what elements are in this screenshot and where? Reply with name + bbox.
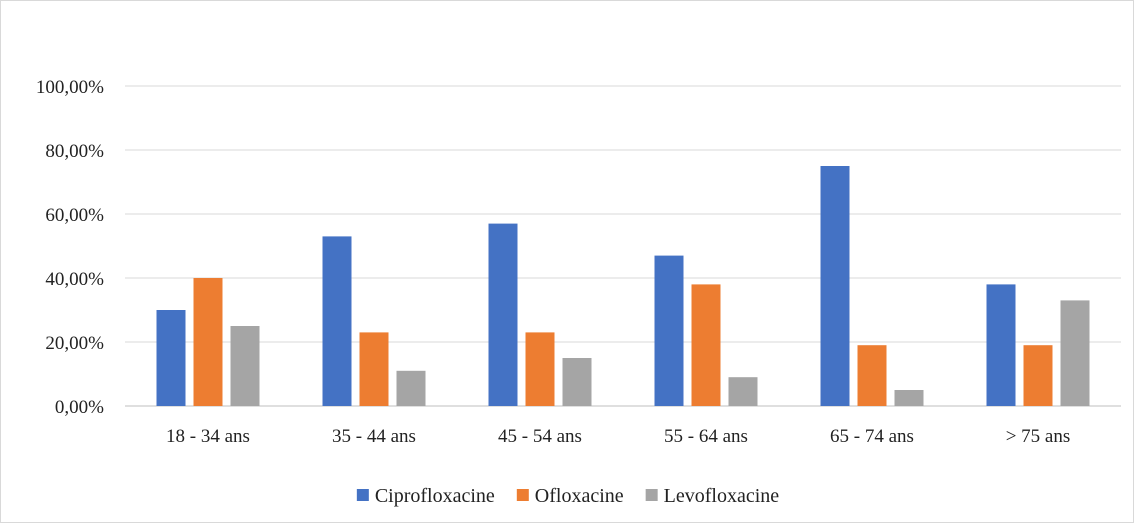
bar-ofloxacine-1	[194, 278, 223, 406]
bar-ofloxacine-6	[1024, 345, 1053, 406]
gridlines	[125, 86, 1121, 406]
bar-ciprofloxacine-6	[987, 284, 1016, 406]
legend-label-ciprofloxacine: Ciprofloxacine	[375, 485, 495, 507]
bar-levofloxacine-6	[1061, 300, 1090, 406]
legend-label-ofloxacine: Ofloxacine	[535, 485, 624, 507]
bar-levofloxacine-1	[231, 326, 260, 406]
x-tick-label: 65 - 74 ans	[830, 426, 914, 447]
bar-levofloxacine-5	[895, 390, 924, 406]
y-tick-label: 20,00%	[45, 333, 104, 354]
y-tick-label: 60,00%	[45, 205, 104, 226]
bar-ofloxacine-3	[526, 332, 555, 406]
x-tick-label: > 75 ans	[1006, 426, 1071, 447]
bars	[157, 166, 1090, 406]
legend-swatch-ofloxacine	[517, 489, 529, 501]
legend: Ciprofloxacine Ofloxacine Levofloxacine	[357, 485, 779, 507]
x-tick-label: 55 - 64 ans	[664, 426, 748, 447]
x-tick-label: 35 - 44 ans	[332, 426, 416, 447]
y-tick-label: 100,00%	[36, 77, 104, 98]
bar-ciprofloxacine-5	[821, 166, 850, 406]
y-tick-label: 80,00%	[45, 141, 104, 162]
bar-ofloxacine-2	[360, 332, 389, 406]
x-tick-label: 45 - 54 ans	[498, 426, 582, 447]
bar-levofloxacine-3	[563, 358, 592, 406]
legend-label-levofloxacine: Levofloxacine	[664, 485, 780, 507]
legend-swatch-levofloxacine	[646, 489, 658, 501]
bar-ciprofloxacine-1	[157, 310, 186, 406]
bar-ciprofloxacine-4	[655, 256, 684, 406]
y-tick-label: 40,00%	[45, 269, 104, 290]
x-tick-label: 18 - 34 ans	[166, 426, 250, 447]
bar-ciprofloxacine-2	[323, 236, 352, 406]
bar-ciprofloxacine-3	[489, 224, 518, 406]
y-tick-label: 0,00%	[55, 397, 104, 418]
legend-swatch-ciprofloxacine	[357, 489, 369, 501]
bar-levofloxacine-2	[397, 371, 426, 406]
bar-levofloxacine-4	[729, 377, 758, 406]
bar-ofloxacine-4	[692, 284, 721, 406]
bar-ofloxacine-5	[858, 345, 887, 406]
